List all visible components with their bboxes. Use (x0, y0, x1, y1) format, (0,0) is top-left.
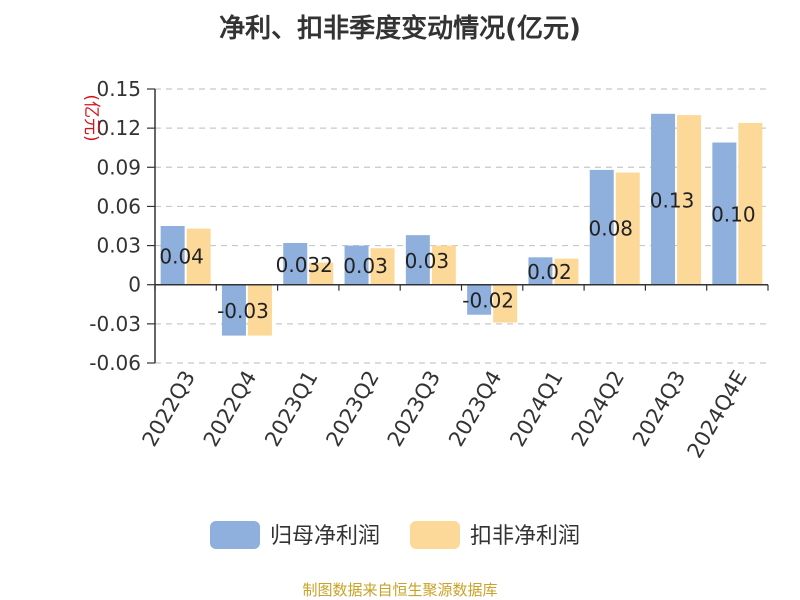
y-tick-label: 0.09 (96, 155, 141, 179)
bar-net-profit (651, 113, 676, 285)
bar-deducted-net-profit (554, 258, 579, 285)
bar-deducted-net-profit (431, 245, 456, 285)
x-tick-label: 2024Q1 (505, 367, 567, 451)
bar-net-profit (528, 257, 553, 285)
data-label: 0.13 (650, 188, 695, 212)
data-label: 0.03 (405, 249, 450, 273)
bar-deducted-net-profit (738, 122, 763, 285)
x-tick-label: 2024Q3 (628, 367, 690, 451)
bar-deducted-net-profit (247, 284, 272, 336)
bar-deducted-net-profit (493, 284, 518, 323)
legend-swatch (210, 521, 260, 549)
legend: 归母净利润 扣非净利润 (210, 521, 580, 549)
bar-deducted-net-profit (370, 248, 395, 285)
data-label: 0.10 (711, 203, 756, 227)
x-tick-label: 2022Q4 (199, 367, 261, 451)
chart-title: 净利、扣非季度变动情况(亿元) (219, 14, 581, 44)
bar-net-profit (467, 284, 492, 315)
y-tick-label: 0.06 (96, 194, 141, 218)
data-label: 0.02 (527, 260, 572, 284)
y-tick-label: 0.15 (96, 77, 141, 101)
x-tick-label: 2023Q4 (444, 367, 506, 451)
bars (160, 113, 763, 336)
y-tick-label: -0.06 (89, 351, 141, 375)
bar-deducted-net-profit (677, 115, 702, 285)
bar-deducted-net-profit (615, 172, 640, 285)
bar-net-profit (221, 284, 246, 336)
bar-deducted-net-profit (186, 228, 211, 285)
bar-deducted-net-profit (309, 262, 334, 285)
bar-net-profit (405, 235, 430, 285)
legend-label: 扣非净利润 (470, 524, 580, 549)
data-label: -0.02 (462, 289, 514, 313)
x-tick-label: 2022Q3 (138, 367, 200, 451)
y-tick-label: 0 (128, 273, 141, 297)
data-label: 0.03 (343, 254, 388, 278)
bar-net-profit (712, 142, 737, 285)
x-tick-label: 2023Q2 (321, 367, 383, 451)
y-tick-label: 0.03 (96, 234, 141, 258)
bar-net-profit (589, 169, 614, 285)
legend-swatch (410, 521, 460, 549)
data-label: 0.04 (159, 244, 204, 268)
source-note: 制图数据来自恒生聚源数据库 (302, 581, 498, 599)
y-tick-label: -0.03 (89, 312, 141, 336)
bar-net-profit (344, 245, 369, 285)
data-label: 0.08 (588, 216, 633, 240)
x-tick-label: 2023Q3 (383, 366, 445, 450)
y-tick-label: 0.12 (96, 116, 141, 140)
data-label: -0.03 (217, 299, 269, 323)
bar-net-profit (283, 242, 308, 285)
legend-label: 归母净利润 (270, 524, 380, 549)
x-tick-label: 2023Q1 (260, 367, 322, 451)
data-label: 0.032 (276, 253, 333, 277)
bar-net-profit (160, 226, 185, 285)
y-axis-label: (亿元) (81, 94, 101, 141)
x-tick-label: 2024Q4E (683, 367, 752, 463)
x-tick-label: 2024Q2 (567, 367, 629, 451)
data-labels: 0.04 -0.03 0.032 0.03 0.03 -0.02 0.02 0.08 0.13 0… (159, 188, 755, 323)
